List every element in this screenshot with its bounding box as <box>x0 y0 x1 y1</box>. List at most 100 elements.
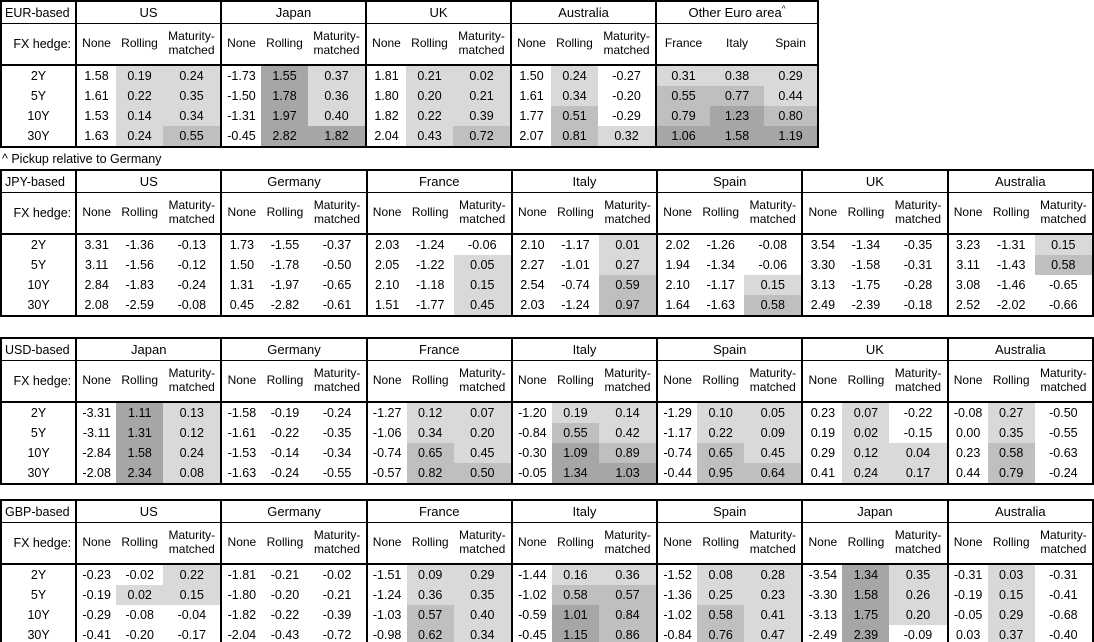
data-cell: -0.41 <box>1049 588 1078 602</box>
gbp-based-table: GBP-based US Germany France Italy Spain Japan A… <box>0 499 1094 642</box>
data-cell: 2.49 <box>801 295 843 316</box>
fx-hedge-label: FX hedge: <box>1 360 78 403</box>
data-cell: 0.02 <box>116 585 164 605</box>
data-cell: -2.84 <box>75 443 117 463</box>
maturity-row-label: 10Y <box>1 443 78 463</box>
data-cell: -0.45 <box>510 625 552 642</box>
data-cell: 0.05 <box>453 255 512 275</box>
data-cell: 2.02 <box>656 234 698 255</box>
data-cell: -0.24 <box>270 466 300 480</box>
country-header: Italy <box>510 500 658 523</box>
data-cell: -1.02 <box>510 585 552 605</box>
data-cell: -0.08 <box>758 238 788 252</box>
subheader-cell: None <box>801 360 843 403</box>
data-cell: 1.81 <box>365 65 407 86</box>
data-cell: 0.05 <box>744 402 803 423</box>
data-cell: 1.63 <box>75 126 116 147</box>
data-cell: -0.27 <box>612 69 641 83</box>
subheader-cell: None <box>510 23 552 66</box>
data-cell: 0.24 <box>163 443 222 463</box>
data-cell: -0.31 <box>946 564 988 585</box>
subheader-cell: Rolling <box>261 192 309 235</box>
country-header: Germany <box>220 500 367 523</box>
data-cell: -1.83 <box>125 278 154 292</box>
data-cell: -1.43 <box>996 258 1026 272</box>
country-header: Japan <box>801 500 948 523</box>
data-cell: 2.39 <box>842 625 890 642</box>
country-header: Spain <box>656 500 803 523</box>
data-cell: 0.22 <box>163 564 222 585</box>
data-cell: -1.31 <box>996 238 1026 252</box>
data-row: 5Y 3.11 -1.56 -0.12 1.50 -1.78 -0.50 2.05 -1.22 0… <box>1 255 1093 275</box>
data-cell: 0.65 <box>697 443 745 463</box>
data-row: 2Y 3.31 -1.36 -0.13 1.73 -1.55 -0.37 2.03 -1.24 -… <box>1 234 1093 255</box>
maturity-row-label: 10Y <box>1 106 77 126</box>
subheader-cell: Rolling <box>551 360 599 403</box>
data-cell: 3.30 <box>801 255 843 275</box>
data-cell: 0.65 <box>406 443 454 463</box>
data-cell: 2.07 <box>510 126 552 147</box>
data-cell: -1.75 <box>851 278 881 292</box>
data-cell: -0.02 <box>125 568 154 582</box>
subheader-cell: None <box>510 192 552 235</box>
fx-hedge-label: FX hedge: <box>1 522 78 565</box>
data-cell: 0.55 <box>551 423 599 443</box>
data-cell: 0.59 <box>598 275 658 295</box>
data-cell: 0.76 <box>697 625 745 642</box>
subheader-cell: Rolling <box>842 522 890 565</box>
subheader-cell: None <box>75 522 117 565</box>
subheader-cell: Rolling <box>551 23 599 66</box>
data-cell: 0.32 <box>598 126 657 147</box>
usd-based-table: USD-based Japan Germany France Italy Spain UK A… <box>0 337 1094 485</box>
data-cell: 3.11 <box>946 255 988 275</box>
data-cell: -0.66 <box>1049 298 1078 312</box>
data-cell: -0.98 <box>365 625 407 642</box>
data-cell: -0.72 <box>322 628 352 642</box>
data-cell: 0.58 <box>744 295 803 316</box>
data-cell: 0.22 <box>116 86 163 106</box>
data-cell: 0.84 <box>598 605 658 625</box>
fx-hedge-header-row: FX hedge: None Rolling Maturity-matched None… <box>1 522 1093 565</box>
data-cell: -0.50 <box>322 258 352 272</box>
data-cell: 0.22 <box>697 423 745 443</box>
data-cell: 1.09 <box>551 443 599 463</box>
subheader-cell: Maturity-matched <box>453 360 512 403</box>
data-cell: 0.20 <box>453 423 512 443</box>
subheader-cell: Maturity-matched <box>308 360 367 403</box>
data-cell: 1.50 <box>510 65 552 86</box>
data-cell: -1.44 <box>510 564 552 585</box>
data-cell: -3.31 <box>75 402 117 423</box>
data-cell: -1.17 <box>706 278 735 292</box>
data-cell: 0.15 <box>744 275 803 295</box>
data-cell: 3.11 <box>75 255 117 275</box>
data-cell: -1.63 <box>220 463 262 484</box>
subheader-cell: Rolling <box>842 192 890 235</box>
subheader-cell: Maturity-matched <box>598 192 658 235</box>
country-header: UK <box>801 338 948 361</box>
data-cell: -1.18 <box>415 278 445 292</box>
data-cell: 0.02 <box>842 423 890 443</box>
data-cell: 0.19 <box>116 65 163 86</box>
data-cell: 0.79 <box>655 106 711 126</box>
data-cell: 1.06 <box>655 126 711 147</box>
data-cell: -0.34 <box>322 446 352 460</box>
subheader-cell: None <box>220 360 262 403</box>
data-cell: 0.43 <box>406 126 454 147</box>
subheader-cell: None <box>801 192 843 235</box>
data-cell: 0.89 <box>599 443 658 463</box>
data-cell: -0.05 <box>510 463 552 484</box>
data-cell: 3.54 <box>801 234 843 255</box>
data-cell: -1.01 <box>561 258 590 272</box>
subheader-cell: None <box>801 522 843 565</box>
data-cell: 0.08 <box>697 564 745 585</box>
data-cell: 1.01 <box>551 605 599 625</box>
country-header: Spain <box>656 170 803 193</box>
data-cell: 2.04 <box>365 126 407 147</box>
data-cell: 0.15 <box>453 275 512 295</box>
data-cell: 0.09 <box>406 564 454 585</box>
spacer <box>0 317 1094 337</box>
data-cell: -1.36 <box>125 238 154 252</box>
subheader-cell: Maturity-matched <box>1034 360 1093 403</box>
data-cell: 2.27 <box>510 255 552 275</box>
data-cell: -0.22 <box>270 426 300 440</box>
